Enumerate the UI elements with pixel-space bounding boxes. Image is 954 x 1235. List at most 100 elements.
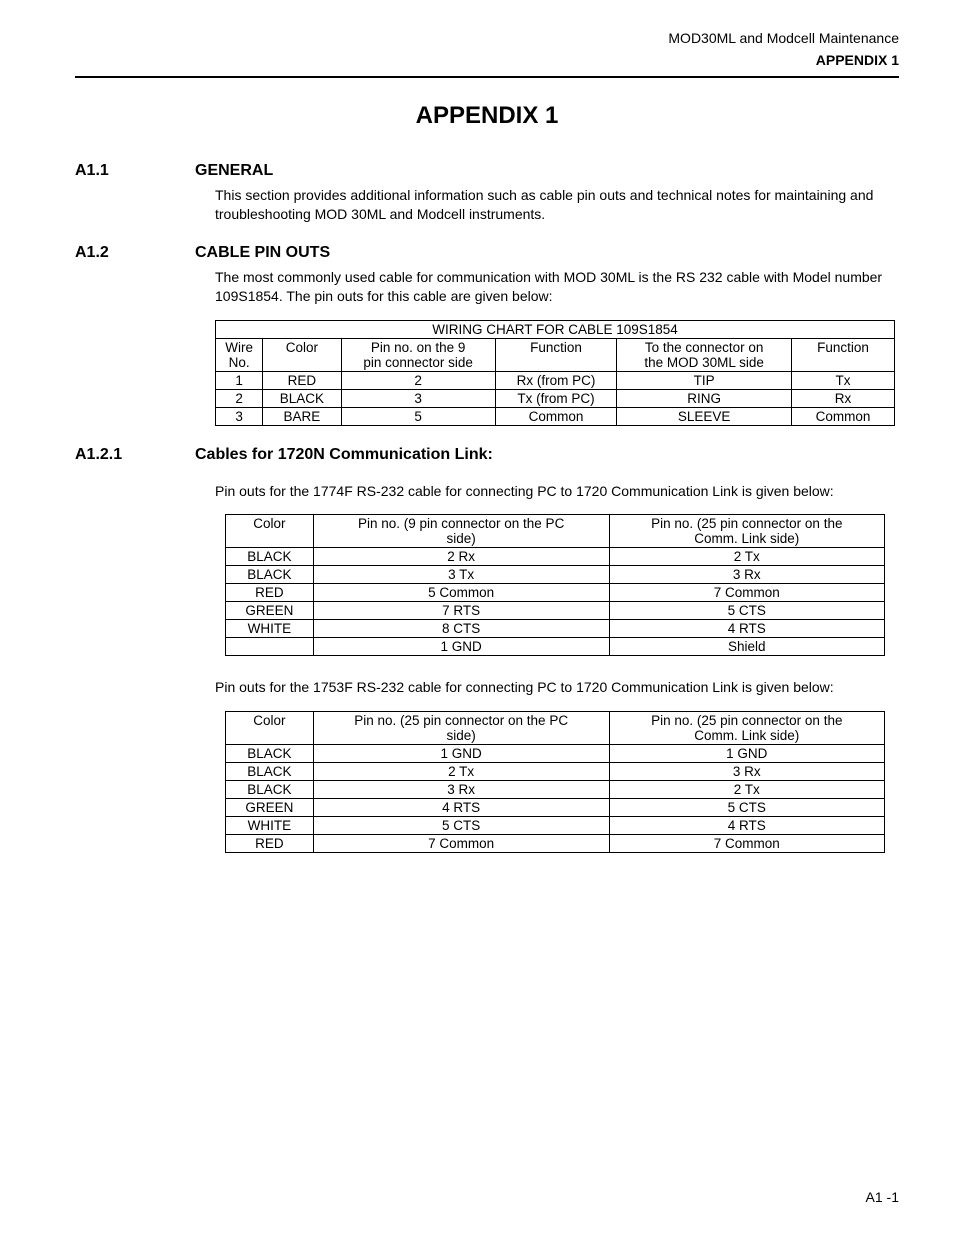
table-cell: 2 Tx: [609, 548, 884, 566]
table-cell: Tx: [792, 371, 895, 389]
table-row: BLACK3 Tx3 Rx: [226, 566, 885, 584]
table-cell: 3: [341, 389, 495, 407]
table-header-cell: Pin no. (25 pin connector on the PCside): [313, 712, 609, 745]
table-row: RED7 Common7 Common: [226, 835, 885, 853]
table-cell: Rx: [792, 389, 895, 407]
table-cell: 7 Common: [313, 835, 609, 853]
table-cell: SLEEVE: [617, 407, 792, 425]
section-title: Cables for 1720N Communication Link:: [195, 446, 493, 464]
table-cell: 2 Tx: [609, 781, 884, 799]
table-cell: 5 CTS: [609, 799, 884, 817]
header-rule: [75, 76, 899, 78]
page: MOD30ML and Modcell Maintenance APPENDIX…: [0, 0, 954, 1235]
section-body: Pin outs for the 1774F RS-232 cable for …: [215, 482, 889, 501]
table-cell: TIP: [617, 371, 792, 389]
appendix-label: APPENDIX 1: [75, 52, 899, 68]
table-cell: Rx (from PC): [495, 371, 616, 389]
table-cell: RED: [263, 371, 341, 389]
section-body: Pin outs for the 1753F RS-232 cable for …: [215, 678, 889, 697]
section-body: This section provides additional informa…: [215, 186, 889, 224]
table-cell: BLACK: [226, 566, 314, 584]
table-header-cell: Function: [495, 338, 616, 371]
section-title: CABLE PIN OUTS: [195, 244, 330, 262]
table-header-cell: To the connector onthe MOD 30ML side: [617, 338, 792, 371]
table-cell: 5 CTS: [313, 817, 609, 835]
section-a12: A1.2 CABLE PIN OUTS The most commonly us…: [75, 244, 899, 426]
table-cell: BLACK: [226, 745, 314, 763]
table-cell: 3 Rx: [609, 763, 884, 781]
table-header-cell: Color: [226, 515, 314, 548]
table-cell: Shield: [609, 638, 884, 656]
table-header-cell: WireNo.: [216, 338, 263, 371]
table-title: WIRING CHART FOR CABLE 109S1854: [216, 320, 895, 338]
table-row: GREEN7 RTS5 CTS: [226, 602, 885, 620]
table-cell: BLACK: [226, 548, 314, 566]
table-cell: 3 Tx: [313, 566, 609, 584]
table-row: RED5 Common7 Common: [226, 584, 885, 602]
table-cell: 3 Rx: [313, 781, 609, 799]
table-row: BLACK1 GND1 GND: [226, 745, 885, 763]
table-row: 1RED2Rx (from PC)TIPTx: [216, 371, 895, 389]
table-header-cell: Pin no. (25 pin connector on theComm. Li…: [609, 515, 884, 548]
table-cell: WHITE: [226, 620, 314, 638]
page-title: APPENDIX 1: [75, 102, 899, 130]
table-1753f: ColorPin no. (25 pin connector on the PC…: [225, 711, 885, 853]
table-cell: 1 GND: [313, 745, 609, 763]
table-cell: 7 RTS: [313, 602, 609, 620]
table-cell: Common: [792, 407, 895, 425]
table-cell: 2 Tx: [313, 763, 609, 781]
table-cell: BARE: [263, 407, 341, 425]
table-cell: 2: [216, 389, 263, 407]
table-cell: 5 Common: [313, 584, 609, 602]
table-cell: BLACK: [226, 781, 314, 799]
table-cell: 7 Common: [609, 835, 884, 853]
table-wiring-chart: WIRING CHART FOR CABLE 109S1854WireNo.Co…: [215, 320, 895, 426]
table-header-cell: Pin no. (9 pin connector on the PCside): [313, 515, 609, 548]
section-a121: A1.2.1 Cables for 1720N Communication Li…: [75, 446, 899, 854]
table-cell: 4 RTS: [609, 817, 884, 835]
table-cell: 2: [341, 371, 495, 389]
table-cell: Common: [495, 407, 616, 425]
table-cell: 4 RTS: [609, 620, 884, 638]
table-cell: [226, 638, 314, 656]
table-row: BLACK2 Rx2 Tx: [226, 548, 885, 566]
table-cell: WHITE: [226, 817, 314, 835]
table-cell: GREEN: [226, 602, 314, 620]
table-cell: 5 CTS: [609, 602, 884, 620]
table-cell: 1 GND: [313, 638, 609, 656]
table-cell: 7 Common: [609, 584, 884, 602]
section-body: The most commonly used cable for communi…: [215, 268, 889, 306]
page-footer: A1 -1: [866, 1189, 899, 1205]
table-cell: 5: [341, 407, 495, 425]
table-cell: RED: [226, 584, 314, 602]
table-cell: Tx (from PC): [495, 389, 616, 407]
section-num: A1.2.1: [75, 446, 195, 464]
table-header-cell: Function: [792, 338, 895, 371]
table-row: 2BLACK3Tx (from PC)RINGRx: [216, 389, 895, 407]
running-header: MOD30ML and Modcell Maintenance: [75, 30, 899, 46]
table-cell: 2 Rx: [313, 548, 609, 566]
table-cell: 3: [216, 407, 263, 425]
section-num: A1.1: [75, 162, 195, 180]
table-cell: 4 RTS: [313, 799, 609, 817]
table-row: 3BARE5CommonSLEEVECommon: [216, 407, 895, 425]
section-title: GENERAL: [195, 162, 273, 180]
table-header-cell: Pin no. (25 pin connector on theComm. Li…: [609, 712, 884, 745]
table-cell: 1 GND: [609, 745, 884, 763]
table-cell: GREEN: [226, 799, 314, 817]
table-cell: RED: [226, 835, 314, 853]
table-row: BLACK2 Tx3 Rx: [226, 763, 885, 781]
table-row: WHITE5 CTS4 RTS: [226, 817, 885, 835]
table-row: WHITE8 CTS4 RTS: [226, 620, 885, 638]
table-row: GREEN4 RTS5 CTS: [226, 799, 885, 817]
table-row: 1 GNDShield: [226, 638, 885, 656]
table-cell: 3 Rx: [609, 566, 884, 584]
table-cell: 8 CTS: [313, 620, 609, 638]
table-cell: RING: [617, 389, 792, 407]
table-header-cell: Color: [263, 338, 341, 371]
table-header-cell: Color: [226, 712, 314, 745]
table-row: BLACK3 Rx2 Tx: [226, 781, 885, 799]
table-cell: 1: [216, 371, 263, 389]
section-a11: A1.1 GENERAL This section provides addit…: [75, 162, 899, 224]
table-1774f: ColorPin no. (9 pin connector on the PCs…: [225, 514, 885, 656]
